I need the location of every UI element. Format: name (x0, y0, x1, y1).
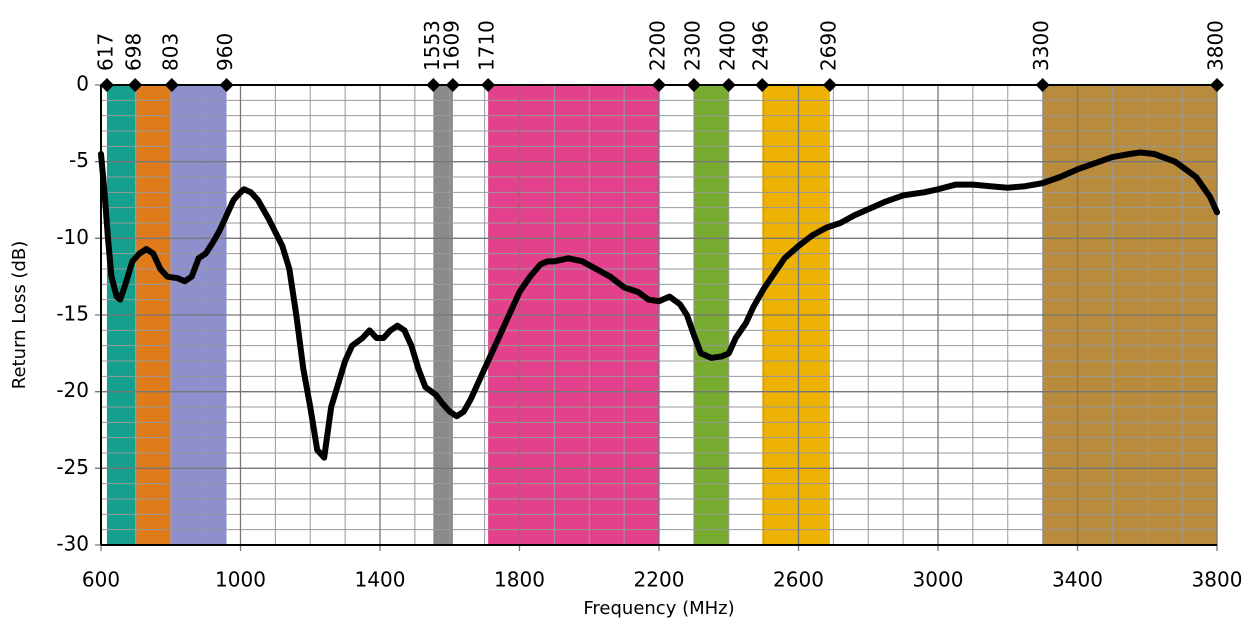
marker-label: 1710 (475, 20, 499, 71)
data-line (98, 149, 1220, 461)
x-tick-label: 3000 (913, 568, 964, 592)
x-tick-label: 1000 (215, 568, 266, 592)
marker-label: 2400 (715, 20, 739, 71)
y-tick-label: -10 (56, 225, 89, 249)
y-tick-label: -25 (56, 455, 89, 479)
marker-diamond (164, 78, 179, 92)
x-tick-label: 3400 (1052, 568, 1103, 592)
marker-diamond (1035, 78, 1050, 92)
y-tick-label: -15 (56, 302, 89, 326)
marker-label: 698 (122, 33, 146, 71)
marker-diamond (445, 78, 460, 92)
marker-diamond (755, 78, 770, 92)
marker-label: 2200 (646, 20, 670, 71)
marker-label: 803 (158, 33, 182, 71)
x-tick-label: 2200 (634, 568, 685, 592)
marker-diamond (481, 78, 496, 92)
x-tick-label: 1400 (355, 568, 406, 592)
x-tick-label: 2600 (773, 568, 824, 592)
marker-label: 2300 (680, 20, 704, 71)
y-tick-label: -20 (56, 378, 89, 402)
y-tick-label: -5 (69, 148, 89, 172)
marker-label: 3300 (1029, 20, 1053, 71)
marker-label: 960 (213, 33, 237, 71)
marker-label: 617 (93, 33, 117, 71)
x-tick-label: 600 (82, 568, 120, 592)
marker-label: 2496 (749, 20, 773, 71)
x-tick-label: 3800 (1192, 568, 1243, 592)
x-tick-label: 1800 (494, 568, 545, 592)
marker-diamond (652, 78, 666, 92)
y-tick-label: 0 (76, 72, 89, 96)
x-axis-label: Frequency (MHz) (583, 598, 734, 619)
marker-diamond (99, 78, 114, 92)
marker-diamond (721, 78, 736, 92)
marker-label: 2690 (816, 20, 840, 71)
y-axis-label: Return Loss (dB) (9, 241, 30, 389)
marker-label: 3800 (1204, 20, 1228, 71)
marker-label: 1553 (420, 20, 444, 71)
marker-label: 1609 (439, 20, 463, 71)
marker-diamond (1210, 78, 1224, 92)
marker-diamond (128, 78, 143, 92)
marker-diamond (219, 78, 234, 92)
marker-diamond (822, 78, 837, 92)
marker-diamond (426, 78, 441, 92)
y-tick-label: -30 (56, 532, 89, 556)
marker-diamond (686, 78, 701, 92)
